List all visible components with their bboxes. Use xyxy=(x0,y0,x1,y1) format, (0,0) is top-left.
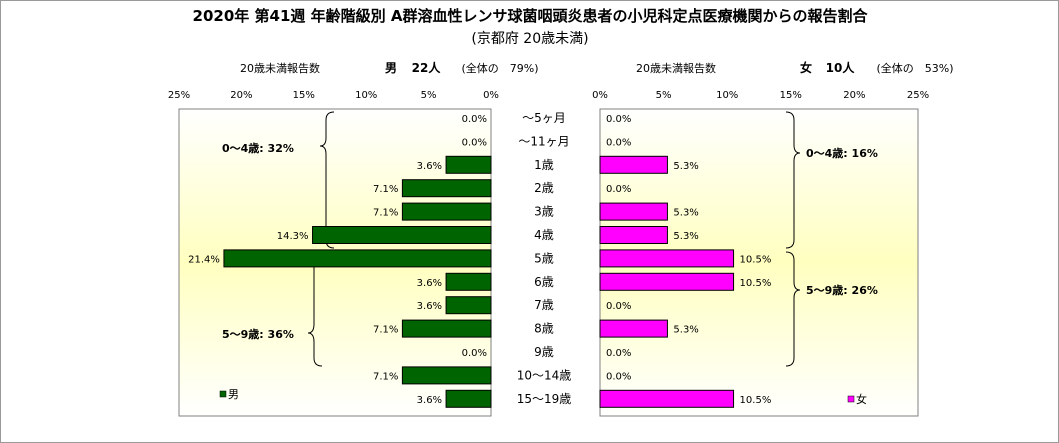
female-legend-label: 女 xyxy=(856,392,867,406)
category-label: 〜5ヶ月 xyxy=(522,111,566,125)
female-data-label: 5.3% xyxy=(673,161,698,172)
female-data-label: 10.5% xyxy=(740,254,772,265)
category-label: 4歳 xyxy=(534,228,554,242)
female-group-0-4-bracket xyxy=(785,111,801,249)
category-label: 1歳 xyxy=(534,158,554,172)
male-bar xyxy=(445,272,492,291)
female-legend-swatch xyxy=(847,395,855,403)
female-data-label: 5.3% xyxy=(673,208,698,219)
female-data-label: 10.5% xyxy=(740,278,772,289)
male-data-label: 14.3% xyxy=(277,231,309,242)
male-count-label: 20歳未満報告数 xyxy=(240,62,320,75)
male-group-5-9-label: 5〜9歳: 36% xyxy=(222,327,294,341)
male-bar xyxy=(445,389,492,408)
category-label: 15〜19歳 xyxy=(517,392,572,406)
female-tick-label: 10% xyxy=(716,90,738,101)
female-count-label: 20歳未満報告数 xyxy=(636,62,716,75)
male-tick-label: 0% xyxy=(483,90,499,101)
male-bars: 0.0% 0.0% 3.6% 7.1% 7.1% 14.3% 21.4% 3.6% 3.6% 7.… xyxy=(188,114,492,408)
male-axis-ticks: 25% 20% 15% 10% 5% 0% xyxy=(168,90,499,101)
male-data-label: 0.0% xyxy=(462,348,487,359)
female-bar xyxy=(599,272,735,291)
female-group-5-9-bracket xyxy=(785,251,801,367)
male-bar xyxy=(401,319,492,338)
male-data-label: 21.4% xyxy=(188,254,220,265)
male-data-label: 3.6% xyxy=(417,301,442,312)
male-data-label: 7.1% xyxy=(373,184,398,195)
female-data-label: 0.0% xyxy=(606,114,631,125)
male-data-label: 3.6% xyxy=(417,278,442,289)
male-data-label: 0.0% xyxy=(462,137,487,148)
male-bar xyxy=(223,249,492,268)
male-data-label: 3.6% xyxy=(417,395,442,406)
female-count: 10人 xyxy=(826,60,856,75)
female-data-label: 5.3% xyxy=(673,325,698,336)
male-data-label: 7.1% xyxy=(373,208,398,219)
male-tick-label: 15% xyxy=(293,90,315,101)
male-tick-label: 10% xyxy=(355,90,377,101)
female-group-0-4-label: 0〜4歳: 16% xyxy=(806,146,878,160)
male-data-label: 7.1% xyxy=(373,325,398,336)
female-tick-label: 15% xyxy=(780,90,802,101)
chart-title: 2020年 第41週 年齢階級別 A群溶血性レンサ球菌咽頭炎患者の小児科定点医療… xyxy=(193,7,869,25)
category-label: 2歳 xyxy=(534,181,554,195)
male-data-label: 0.0% xyxy=(462,114,487,125)
chart-subtitle: (京都府 20歳未満) xyxy=(471,31,588,47)
male-tick-label: 5% xyxy=(421,90,437,101)
female-share: (全体の 53%) xyxy=(876,61,953,75)
male-tick-label: 20% xyxy=(230,90,252,101)
category-labels: 〜5ヶ月〜11ヶ月 1歳 2歳 3歳 4歳 5歳 6歳 7歳 8歳 9歳 10〜14歳 15〜19歳 xyxy=(517,111,572,406)
category-label: 5歳 xyxy=(534,251,554,265)
female-bar xyxy=(599,249,735,268)
female-data-label: 5.3% xyxy=(673,231,698,242)
female-group-5-9-label: 5〜9歳: 26% xyxy=(806,283,878,297)
female-bars: 0.0% 0.0% 5.3% 0.0% 5.3% 5.3% 10.5% 10.5% 0.0% 5.… xyxy=(599,114,772,408)
male-data-label: 7.1% xyxy=(373,371,398,382)
category-label: 3歳 xyxy=(534,205,554,219)
female-bar xyxy=(599,389,735,408)
male-bar xyxy=(445,296,492,315)
female-data-label: 0.0% xyxy=(606,137,631,148)
category-label: 6歳 xyxy=(534,275,554,289)
male-bar xyxy=(401,179,492,198)
male-bar xyxy=(401,202,492,221)
category-label: 8歳 xyxy=(534,322,554,336)
male-group-0-4-label: 0〜4歳: 32% xyxy=(222,141,294,155)
female-bar xyxy=(599,155,668,174)
male-data-label: 3.6% xyxy=(417,161,442,172)
female-data-label: 0.0% xyxy=(606,348,631,359)
female-axis-ticks: 0% 5% 10% 15% 20% 25% xyxy=(592,90,929,101)
female-bar xyxy=(599,226,668,244)
female-tick-label: 0% xyxy=(592,90,608,101)
category-label: 〜11ヶ月 xyxy=(518,134,569,148)
category-label: 10〜14歳 xyxy=(517,368,572,382)
female-data-label: 0.0% xyxy=(606,184,631,195)
category-label: 9歳 xyxy=(534,345,554,359)
female-tick-label: 25% xyxy=(907,90,929,101)
male-share: (全体の 79%) xyxy=(461,61,538,75)
male-bar xyxy=(445,155,492,174)
male-legend-swatch xyxy=(219,390,227,398)
female-data-label: 10.5% xyxy=(740,395,772,406)
female-bar xyxy=(599,202,668,221)
female-bar xyxy=(599,319,668,338)
female-name: 女 xyxy=(800,60,812,75)
female-tick-label: 20% xyxy=(843,90,865,101)
female-tick-label: 5% xyxy=(656,90,672,101)
male-name: 男 xyxy=(385,61,397,75)
female-data-label: 0.0% xyxy=(606,301,631,312)
male-tick-label: 25% xyxy=(168,90,190,101)
category-label: 7歳 xyxy=(534,298,554,312)
male-bar xyxy=(401,366,492,385)
male-count: 22人 xyxy=(412,60,442,75)
female-data-label: 0.0% xyxy=(606,371,631,382)
male-bar xyxy=(312,226,492,244)
male-legend-label: 男 xyxy=(228,388,239,401)
